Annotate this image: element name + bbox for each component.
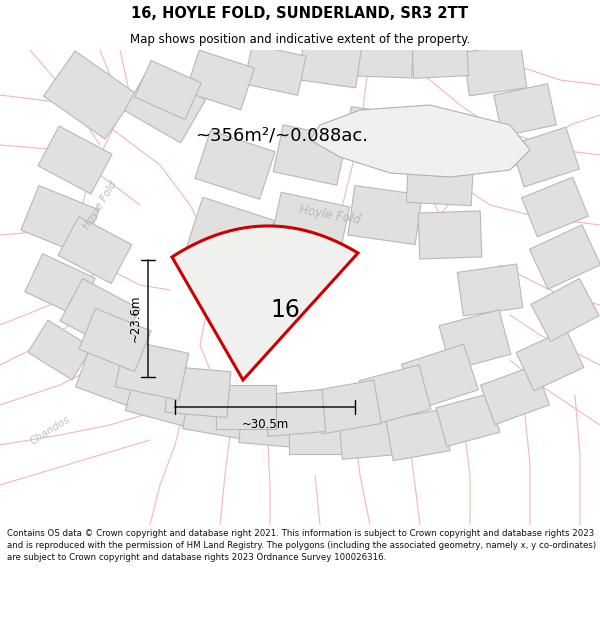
Polygon shape [531, 279, 599, 341]
Polygon shape [521, 177, 589, 237]
Polygon shape [348, 186, 422, 244]
Polygon shape [186, 198, 274, 272]
Polygon shape [58, 216, 132, 284]
Polygon shape [314, 380, 382, 434]
Text: ~30.5m: ~30.5m [241, 419, 289, 431]
Polygon shape [418, 211, 482, 259]
Polygon shape [264, 389, 326, 436]
Polygon shape [183, 388, 247, 439]
Polygon shape [135, 61, 201, 119]
Polygon shape [357, 36, 413, 78]
Polygon shape [401, 344, 478, 410]
Polygon shape [172, 226, 358, 380]
Polygon shape [216, 385, 276, 429]
Polygon shape [481, 366, 550, 424]
Polygon shape [436, 394, 500, 446]
Text: Map shows position and indicative extent of the property.: Map shows position and indicative extent… [130, 32, 470, 46]
Polygon shape [494, 84, 556, 136]
Polygon shape [273, 125, 347, 185]
Polygon shape [165, 366, 231, 418]
Polygon shape [60, 279, 140, 351]
Polygon shape [298, 38, 362, 88]
Polygon shape [239, 402, 297, 448]
Polygon shape [516, 329, 584, 391]
Polygon shape [289, 412, 347, 454]
Polygon shape [115, 340, 189, 400]
Polygon shape [386, 409, 450, 461]
Polygon shape [25, 254, 95, 316]
Text: ~23.6m: ~23.6m [128, 295, 142, 343]
Text: 16: 16 [270, 298, 300, 322]
Polygon shape [412, 36, 469, 78]
Polygon shape [124, 67, 206, 143]
Text: Hoyle Fold: Hoyle Fold [298, 203, 362, 227]
Polygon shape [271, 192, 350, 258]
Text: Hoyle Fold: Hoyle Fold [81, 179, 119, 231]
Polygon shape [529, 225, 600, 289]
Polygon shape [185, 50, 254, 110]
Polygon shape [21, 186, 99, 254]
Polygon shape [44, 51, 136, 139]
Polygon shape [511, 127, 580, 187]
Polygon shape [310, 105, 530, 177]
Polygon shape [463, 44, 527, 96]
Polygon shape [406, 154, 474, 206]
Polygon shape [344, 107, 416, 163]
Polygon shape [79, 308, 151, 372]
Polygon shape [439, 310, 511, 370]
Polygon shape [457, 264, 523, 316]
Text: 16, HOYLE FOLD, SUNDERLAND, SR3 2TT: 16, HOYLE FOLD, SUNDERLAND, SR3 2TT [131, 6, 469, 21]
Polygon shape [359, 365, 431, 425]
Polygon shape [28, 320, 92, 380]
Text: ~356m²/~0.088ac.: ~356m²/~0.088ac. [195, 126, 368, 144]
Polygon shape [38, 126, 112, 194]
Polygon shape [195, 131, 275, 199]
Polygon shape [125, 368, 194, 426]
Text: Chandos: Chandos [28, 414, 72, 446]
Polygon shape [244, 45, 306, 95]
Polygon shape [339, 414, 397, 459]
Polygon shape [76, 348, 145, 407]
Text: Contains OS data © Crown copyright and database right 2021. This information is : Contains OS data © Crown copyright and d… [7, 529, 596, 562]
